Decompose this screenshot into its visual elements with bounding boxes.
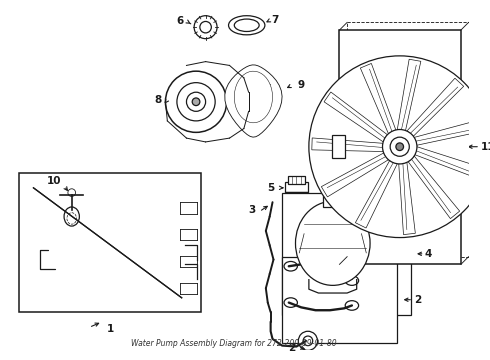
Circle shape — [309, 56, 490, 238]
Ellipse shape — [295, 201, 370, 285]
Text: 8: 8 — [154, 95, 161, 105]
Text: 6: 6 — [176, 17, 183, 26]
Bar — [282, 257, 397, 343]
Ellipse shape — [228, 16, 265, 35]
Ellipse shape — [345, 276, 359, 285]
Circle shape — [390, 137, 409, 156]
Bar — [323, 195, 343, 207]
Ellipse shape — [345, 301, 359, 310]
Ellipse shape — [284, 261, 297, 271]
Circle shape — [166, 71, 227, 132]
Ellipse shape — [64, 207, 79, 226]
Circle shape — [187, 92, 206, 111]
Bar — [285, 182, 308, 192]
Polygon shape — [414, 119, 486, 145]
Circle shape — [192, 98, 200, 105]
Polygon shape — [399, 162, 416, 235]
Polygon shape — [355, 161, 397, 228]
Circle shape — [383, 130, 417, 164]
Bar — [340, 30, 461, 264]
Polygon shape — [225, 65, 282, 137]
Bar — [19, 174, 201, 312]
Text: 2: 2 — [288, 343, 295, 354]
Bar — [282, 193, 411, 315]
Polygon shape — [360, 63, 396, 134]
Text: 2: 2 — [414, 295, 421, 305]
Ellipse shape — [67, 213, 76, 224]
Ellipse shape — [234, 19, 259, 31]
Text: 3: 3 — [248, 205, 255, 215]
Bar — [347, 22, 468, 257]
Circle shape — [298, 331, 318, 350]
Text: 1: 1 — [106, 324, 114, 334]
Bar — [285, 192, 308, 197]
Text: 4: 4 — [425, 249, 432, 259]
Polygon shape — [321, 153, 389, 197]
Ellipse shape — [284, 298, 297, 307]
Polygon shape — [407, 78, 464, 136]
Circle shape — [68, 189, 75, 197]
Polygon shape — [415, 147, 485, 180]
Circle shape — [200, 22, 211, 33]
Circle shape — [194, 16, 217, 39]
Bar — [332, 135, 345, 158]
Text: 7: 7 — [272, 15, 279, 26]
Circle shape — [396, 143, 404, 150]
Polygon shape — [324, 92, 388, 142]
Polygon shape — [397, 59, 421, 131]
Polygon shape — [312, 138, 383, 152]
Text: 9: 9 — [297, 80, 305, 90]
Text: 5: 5 — [267, 183, 274, 193]
Text: 11: 11 — [481, 142, 490, 152]
Polygon shape — [408, 156, 460, 219]
Circle shape — [303, 336, 313, 346]
Text: 10: 10 — [47, 176, 62, 186]
Text: Water Pump Assembly Diagram for 272-200-09-01-80: Water Pump Assembly Diagram for 272-200-… — [131, 339, 337, 348]
Circle shape — [177, 83, 215, 121]
Bar — [288, 176, 305, 184]
